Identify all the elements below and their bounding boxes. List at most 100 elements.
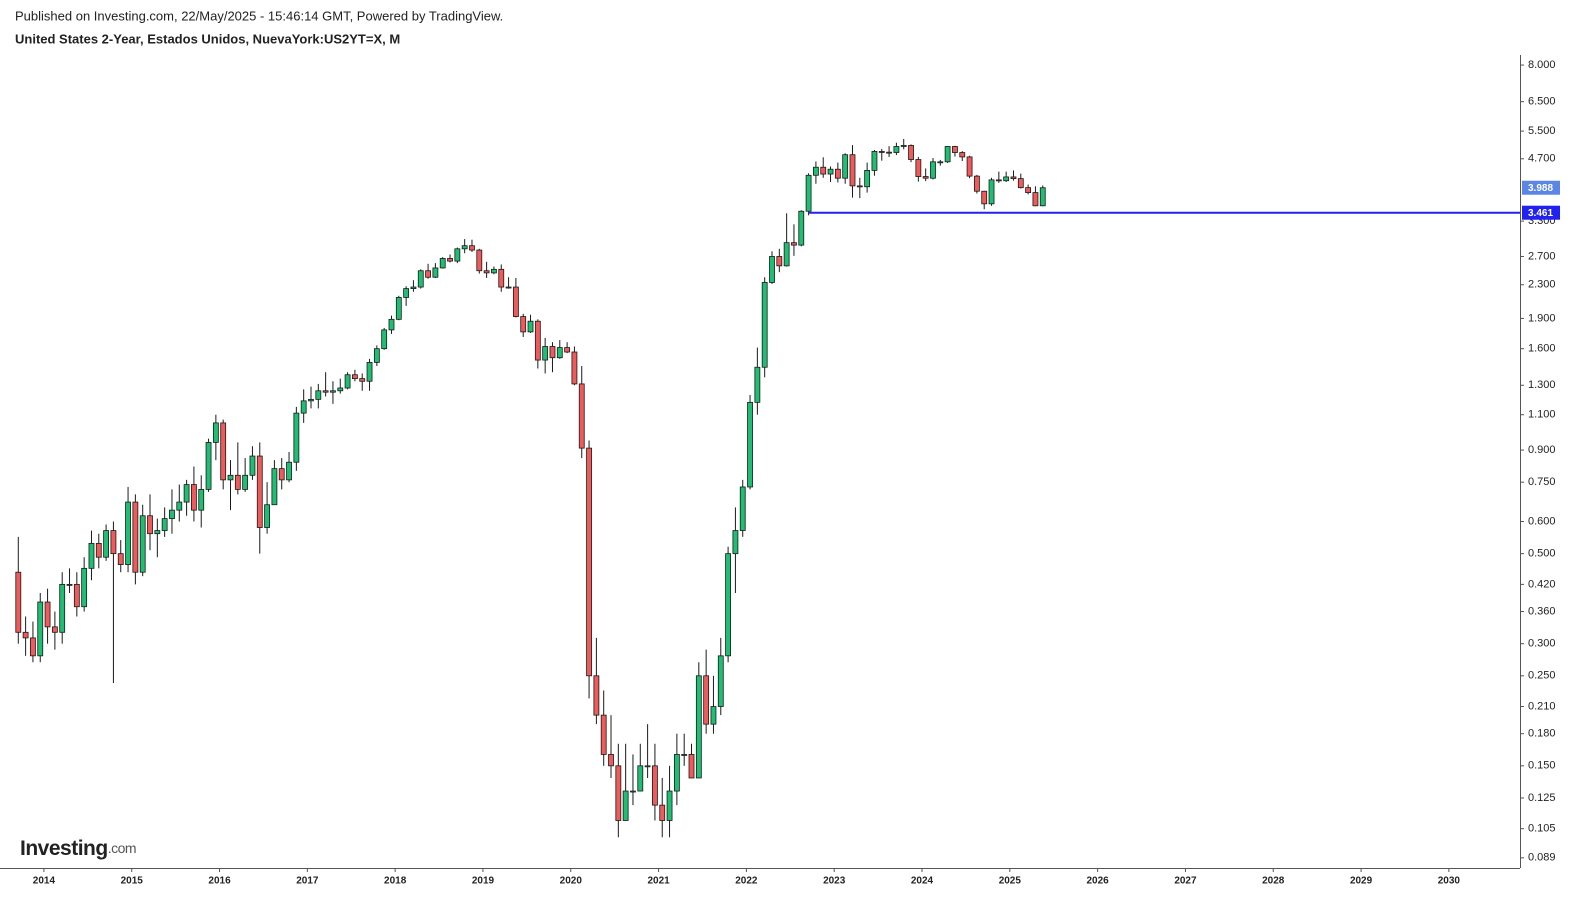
- candle-body: [169, 509, 175, 520]
- candle-body: [652, 765, 658, 806]
- candle-body: [571, 351, 578, 385]
- y-tick-label: 1.900: [1528, 312, 1556, 324]
- candle-body: [791, 242, 797, 246]
- x-tick-label: 2021: [647, 876, 670, 887]
- last-price-box: [1522, 180, 1560, 195]
- candle-body: [176, 501, 183, 511]
- candle-body: [981, 190, 988, 205]
- candle-body: [849, 154, 856, 187]
- candle-body: [227, 474, 234, 481]
- candle-body: [739, 486, 746, 531]
- candle-body: [820, 166, 827, 175]
- candle-body: [81, 567, 88, 608]
- candle-body: [147, 515, 153, 535]
- candle-body: [44, 601, 51, 628]
- candle-body: [622, 790, 629, 821]
- logo-brand: Investing: [20, 837, 108, 860]
- candle-body: [95, 542, 102, 558]
- y-tick-label: 0.210: [1528, 700, 1556, 712]
- y-tick-label: 0.500: [1528, 548, 1556, 560]
- x-tick-label: 2019: [472, 876, 495, 887]
- candle-body: [1032, 192, 1039, 207]
- y-tick-label: 0.900: [1528, 444, 1556, 456]
- y-tick-label: 0.125: [1528, 792, 1556, 804]
- candle-body: [183, 484, 190, 503]
- published-line: Published on Investing.com, 22/May/2025 …: [15, 8, 503, 23]
- candle-body: [264, 504, 270, 528]
- y-tick-label: 6.500: [1528, 96, 1556, 108]
- candle-body: [725, 553, 731, 657]
- candle-body: [520, 316, 527, 333]
- candle-body: [717, 655, 724, 707]
- candle-body: [703, 675, 710, 725]
- x-tick-label: 2028: [1262, 876, 1285, 887]
- x-tick-label: 2024: [911, 876, 934, 887]
- y-tick-label: 0.089: [1528, 852, 1556, 864]
- candle-body: [673, 754, 680, 792]
- candle-body: [754, 366, 761, 403]
- logo-suffix: .com: [108, 840, 136, 856]
- candle-body: [476, 249, 483, 272]
- candle-body: [1017, 178, 1024, 189]
- candle-body: [505, 286, 512, 289]
- candle-body: [1039, 187, 1046, 207]
- candle-body: [600, 714, 607, 755]
- candle-body: [783, 242, 790, 267]
- candle-body: [15, 571, 22, 633]
- x-tick-label: 2017: [296, 876, 319, 887]
- candle-body: [66, 583, 73, 586]
- candle-body: [22, 631, 29, 639]
- candle-body: [586, 447, 592, 677]
- candle-body: [344, 374, 351, 389]
- candle-body: [695, 675, 702, 779]
- y-tick-label: 0.300: [1528, 638, 1556, 650]
- y-tick-label: 5.500: [1528, 125, 1556, 137]
- x-tick-label: 2023: [823, 876, 846, 887]
- y-tick-label: 0.750: [1528, 476, 1556, 488]
- candle-body: [856, 185, 863, 188]
- y-tick-label: 0.600: [1528, 515, 1556, 527]
- candle-body: [864, 170, 871, 188]
- y-tick-label: 0.360: [1528, 605, 1556, 617]
- candle-body: [293, 412, 300, 463]
- candle-body: [900, 145, 907, 147]
- candle-body: [381, 329, 388, 350]
- logo: Investing.com: [20, 837, 136, 860]
- y-tick-label: 0.105: [1528, 823, 1556, 835]
- last-price-label: 3.988: [1528, 183, 1553, 194]
- candle-body: [308, 398, 314, 402]
- candle-body: [827, 168, 834, 175]
- x-tick-label: 2030: [1438, 876, 1461, 887]
- candle-body: [432, 267, 439, 278]
- candle-body: [769, 256, 775, 283]
- candle-body: [637, 765, 644, 792]
- candle-body: [88, 542, 95, 569]
- candle-body: [51, 626, 58, 633]
- candle-body: [776, 256, 783, 267]
- candle-body: [688, 754, 695, 779]
- y-tick-label: 2.300: [1528, 279, 1556, 291]
- candle-body: [747, 401, 753, 488]
- candle-body: [315, 390, 322, 400]
- y-tick-label: 1.600: [1528, 343, 1556, 355]
- y-tick-label: 0.180: [1528, 728, 1556, 740]
- candle-body: [139, 515, 146, 573]
- x-tick-label: 2014: [33, 876, 56, 887]
- level-label: 3.461: [1528, 208, 1553, 219]
- candle-body: [878, 151, 885, 153]
- y-tick-label: 2.700: [1528, 250, 1556, 262]
- candle-body: [930, 161, 936, 179]
- y-tick-label: 8.000: [1528, 59, 1556, 71]
- candle-body: [425, 270, 431, 278]
- y-tick-label: 1.300: [1528, 379, 1556, 391]
- candle-body: [454, 248, 461, 262]
- candle-body: [966, 156, 973, 177]
- candle-body: [249, 455, 256, 476]
- candle-body: [615, 765, 622, 821]
- candle-body: [395, 297, 402, 320]
- candle-body: [359, 378, 366, 382]
- candle-body: [761, 282, 768, 368]
- candle-body: [842, 154, 849, 179]
- candle-body: [608, 754, 614, 767]
